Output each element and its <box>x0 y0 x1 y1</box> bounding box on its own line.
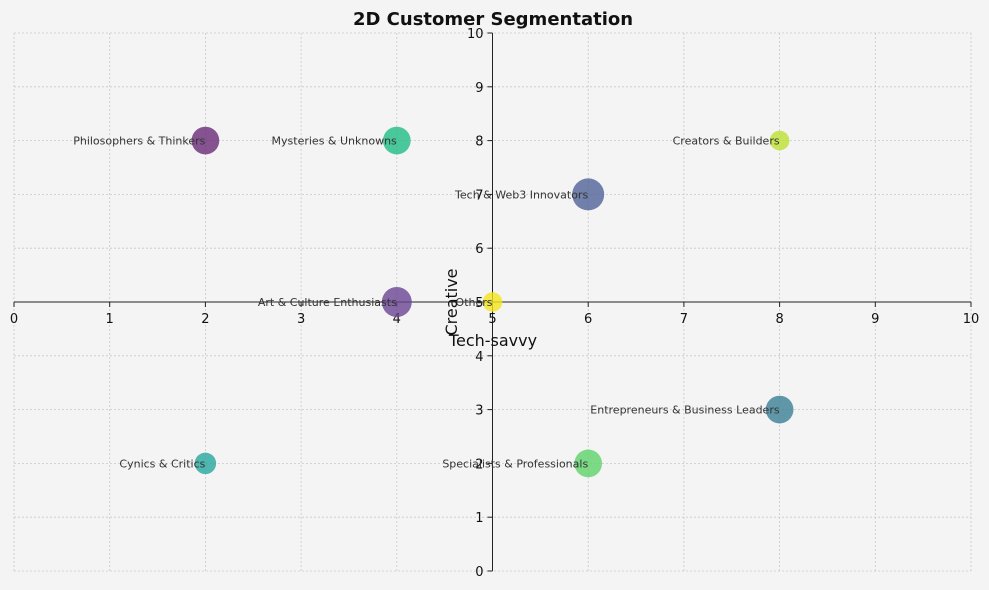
y-tick-label: 3 <box>475 404 483 419</box>
data-point <box>482 292 503 312</box>
point-label: Specialists & Professionals <box>442 457 588 470</box>
y-tick-label: 4 <box>475 350 483 365</box>
point-label: Mysteries & Unknowns <box>272 135 398 148</box>
data-point <box>572 178 605 211</box>
point-label: Entrepreneurs & Business Leaders <box>590 404 780 417</box>
y-tick-label: 8 <box>475 135 483 150</box>
y-tick-label: 7 <box>475 188 483 203</box>
point-label: Tech & Web3 Innovators <box>454 188 588 201</box>
x-tick-label: 8 <box>775 312 783 327</box>
point-label: Creators & Builders <box>673 135 780 148</box>
x-tick-label: 4 <box>393 312 401 327</box>
x-tick-label: 5 <box>488 312 496 327</box>
point-label: Others <box>456 296 493 309</box>
y-tick-label: 1 <box>475 511 483 526</box>
x-tick-label: 9 <box>871 312 879 327</box>
x-tick-label: 7 <box>680 312 688 327</box>
data-point <box>382 126 411 155</box>
x-tick-label: 3 <box>297 312 305 327</box>
y-tick-label: 9 <box>475 81 483 96</box>
y-tick-label: 5 <box>475 296 483 311</box>
y-tick-label: 0 <box>475 565 483 580</box>
x-tick-label: 10 <box>963 312 980 327</box>
x-tick-label: 1 <box>106 312 114 327</box>
data-point <box>765 395 794 424</box>
x-tick-label: 2 <box>201 312 209 327</box>
point-label: Philosophers & Thinkers <box>73 135 205 148</box>
x-tick-label: 6 <box>584 312 592 327</box>
point-labels: Philosophers & Thinkers Mysteries & Unkno… <box>73 135 780 471</box>
point-label: Cynics & Critics <box>119 457 205 470</box>
data-point <box>574 449 603 478</box>
data-point <box>194 452 217 475</box>
x-tick-label: 0 <box>10 312 18 327</box>
data-points <box>191 126 794 478</box>
chart-title: 2D Customer Segmentation <box>353 9 633 30</box>
y-tick-label: 6 <box>475 242 483 257</box>
y-tick-label: 2 <box>475 457 483 472</box>
point-label: Art & Culture Enthusiasts <box>258 296 397 309</box>
data-point <box>769 130 790 151</box>
data-point <box>191 126 220 155</box>
x-axis-label: Tech-savvy <box>448 331 537 350</box>
y-axis-label: Creative <box>442 268 461 335</box>
y-tick-label: 10 <box>467 27 484 42</box>
data-point <box>381 287 412 317</box>
